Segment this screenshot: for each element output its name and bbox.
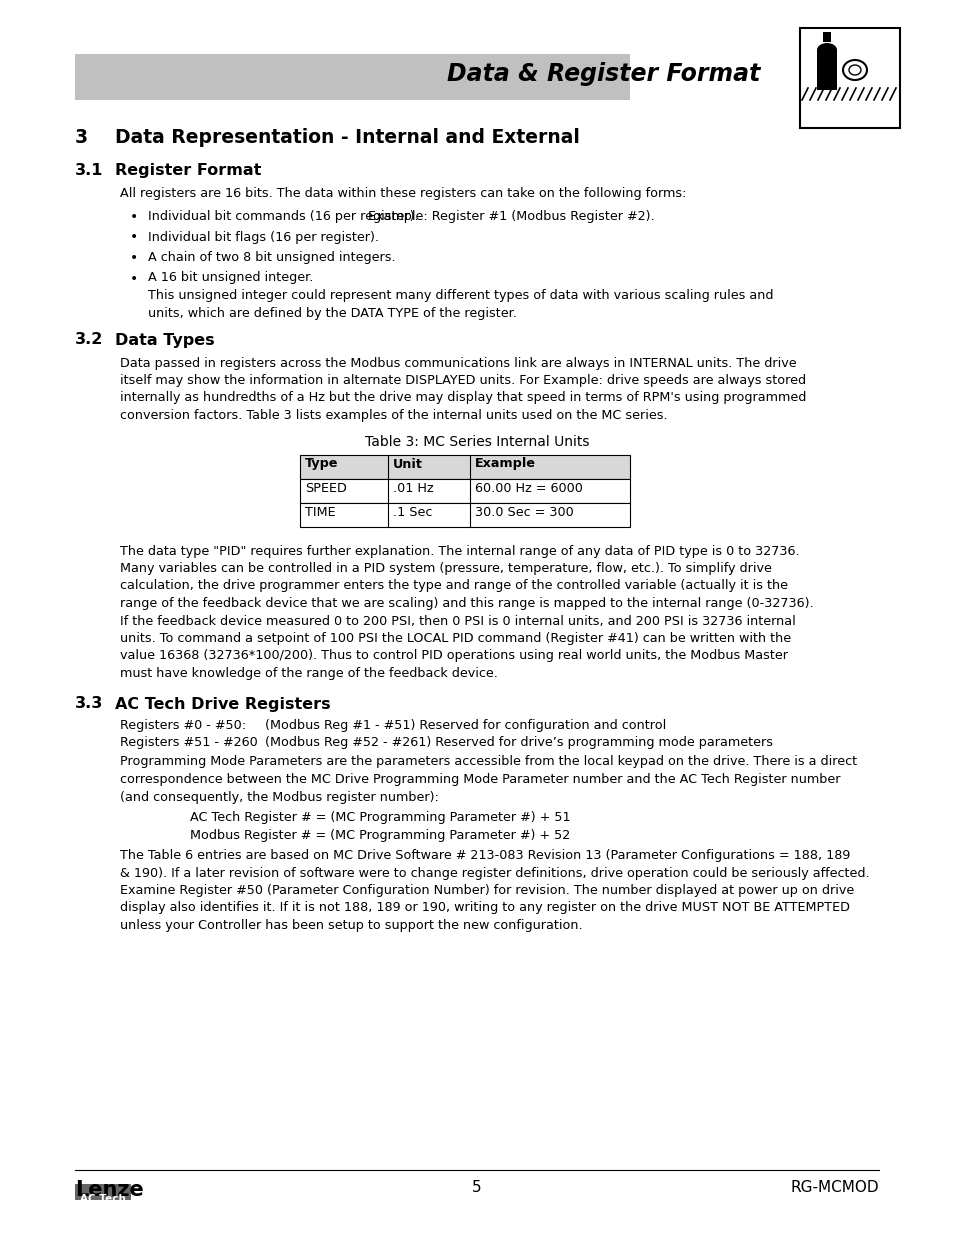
Text: •: • <box>130 251 138 266</box>
Text: & 190). If a later revision of software were to change register definitions, dri: & 190). If a later revision of software … <box>120 867 869 879</box>
Text: 3.1: 3.1 <box>75 163 103 178</box>
Text: .1 Sec: .1 Sec <box>393 505 432 519</box>
Text: AC Tech: AC Tech <box>80 1194 126 1204</box>
Text: •: • <box>130 210 138 224</box>
Text: Individual bit flags (16 per register).: Individual bit flags (16 per register). <box>148 231 378 243</box>
Bar <box>816 49 836 90</box>
Text: Programming Mode Parameters are the parameters accessible from the local keypad : Programming Mode Parameters are the para… <box>120 756 856 768</box>
Text: SPEED: SPEED <box>305 482 347 494</box>
Text: 30.0 Sec = 300: 30.0 Sec = 300 <box>475 505 573 519</box>
Text: Data Types: Data Types <box>115 332 214 347</box>
Text: units. To command a setpoint of 100 PSI the LOCAL PID command (Register #41) can: units. To command a setpoint of 100 PSI … <box>120 632 790 645</box>
Text: Examine Register #50 (Parameter Configuration Number) for revision. The number d: Examine Register #50 (Parameter Configur… <box>120 884 853 897</box>
Text: (and consequently, the Modbus register number):: (and consequently, the Modbus register n… <box>120 790 438 804</box>
Text: AC Tech Register # = (MC Programming Parameter #) + 51: AC Tech Register # = (MC Programming Par… <box>190 811 570 824</box>
Bar <box>800 28 899 128</box>
Text: Register Format: Register Format <box>115 163 261 178</box>
Text: value 16368 (32736*100/200). Thus to control PID operations using real world uni: value 16368 (32736*100/200). Thus to con… <box>120 650 787 662</box>
Bar <box>299 454 629 478</box>
Text: 60.00 Hz = 6000: 60.00 Hz = 6000 <box>475 482 582 494</box>
Text: units, which are defined by the DATA TYPE of the register.: units, which are defined by the DATA TYP… <box>148 306 517 320</box>
Text: Many variables can be controlled in a PID system (pressure, temperature, flow, e: Many variables can be controlled in a PI… <box>120 562 771 576</box>
Text: Individual bit commands (16 per register).: Individual bit commands (16 per register… <box>148 210 418 224</box>
Text: 3.2: 3.2 <box>75 332 103 347</box>
Ellipse shape <box>816 43 836 57</box>
Bar <box>818 49 834 56</box>
Text: correspondence between the MC Drive Programming Mode Parameter number and the AC: correspondence between the MC Drive Prog… <box>120 773 840 785</box>
Text: Registers #0 - #50:: Registers #0 - #50: <box>120 719 246 731</box>
Text: Data Representation - Internal and External: Data Representation - Internal and Exter… <box>115 128 579 147</box>
Bar <box>822 32 830 42</box>
Text: (Modbus Reg #1 - #51) Reserved for configuration and control: (Modbus Reg #1 - #51) Reserved for confi… <box>265 719 665 731</box>
Text: The Table 6 entries are based on MC Drive Software # 213-083 Revision 13 (Parame: The Table 6 entries are based on MC Driv… <box>120 848 849 862</box>
Text: Data & Register Format: Data & Register Format <box>446 62 760 86</box>
Text: The data type "PID" requires further explanation. The internal range of any data: The data type "PID" requires further exp… <box>120 545 799 557</box>
Text: A 16 bit unsigned integer.: A 16 bit unsigned integer. <box>148 272 313 284</box>
Bar <box>299 478 629 503</box>
Text: Modbus Register # = (MC Programming Parameter #) + 52: Modbus Register # = (MC Programming Para… <box>190 829 570 841</box>
Text: Registers #51 - #260: Registers #51 - #260 <box>120 736 257 748</box>
Text: All registers are 16 bits. The data within these registers can take on the follo: All registers are 16 bits. The data with… <box>120 186 686 200</box>
Text: TIME: TIME <box>305 505 335 519</box>
Text: A chain of two 8 bit unsigned integers.: A chain of two 8 bit unsigned integers. <box>148 251 395 264</box>
Text: Example: Example <box>475 457 536 471</box>
Text: 5: 5 <box>472 1179 481 1195</box>
Text: unless your Controller has been setup to support the new configuration.: unless your Controller has been setup to… <box>120 919 582 932</box>
Text: (Modbus Reg #52 - #261) Reserved for drive’s programming mode parameters: (Modbus Reg #52 - #261) Reserved for dri… <box>265 736 772 748</box>
Text: conversion factors. Table 3 lists examples of the internal units used on the MC : conversion factors. Table 3 lists exampl… <box>120 409 667 422</box>
Text: display also identifies it. If it is not 188, 189 or 190, writing to any registe: display also identifies it. If it is not… <box>120 902 849 914</box>
Text: Data passed in registers across the Modbus communications link are always in INT: Data passed in registers across the Modb… <box>120 357 796 369</box>
Text: •: • <box>130 231 138 245</box>
Text: 3.3: 3.3 <box>75 697 103 711</box>
Text: range of the feedback device that we are scaling) and this range is mapped to th: range of the feedback device that we are… <box>120 597 813 610</box>
Text: Unit: Unit <box>393 457 422 471</box>
Text: Lenze: Lenze <box>75 1179 144 1200</box>
Bar <box>75 1184 131 1200</box>
Text: internally as hundredths of a Hz but the drive may display that speed in terms o: internally as hundredths of a Hz but the… <box>120 391 805 405</box>
Bar <box>299 503 629 526</box>
Text: This unsigned integer could represent many different types of data with various : This unsigned integer could represent ma… <box>148 289 773 303</box>
Text: AC Tech Drive Registers: AC Tech Drive Registers <box>115 697 331 711</box>
Text: itself may show the information in alternate DISPLAYED units. For Example: drive: itself may show the information in alter… <box>120 374 805 387</box>
Text: 3: 3 <box>75 128 88 147</box>
Text: Table 3: MC Series Internal Units: Table 3: MC Series Internal Units <box>364 435 589 448</box>
Ellipse shape <box>848 65 861 75</box>
Text: Example: Register #1 (Modbus Register #2).: Example: Register #1 (Modbus Register #2… <box>368 210 654 224</box>
Ellipse shape <box>842 61 866 80</box>
Bar <box>75 54 629 100</box>
Text: If the feedback device measured 0 to 200 PSI, then 0 PSI is 0 internal units, an: If the feedback device measured 0 to 200… <box>120 615 795 627</box>
Text: calculation, the drive programmer enters the type and range of the controlled va: calculation, the drive programmer enters… <box>120 579 787 593</box>
Text: RG-MCMOD: RG-MCMOD <box>789 1179 878 1195</box>
Text: •: • <box>130 272 138 285</box>
Text: Type: Type <box>305 457 338 471</box>
Text: must have knowledge of the range of the feedback device.: must have knowledge of the range of the … <box>120 667 497 680</box>
Text: .01 Hz: .01 Hz <box>393 482 434 494</box>
